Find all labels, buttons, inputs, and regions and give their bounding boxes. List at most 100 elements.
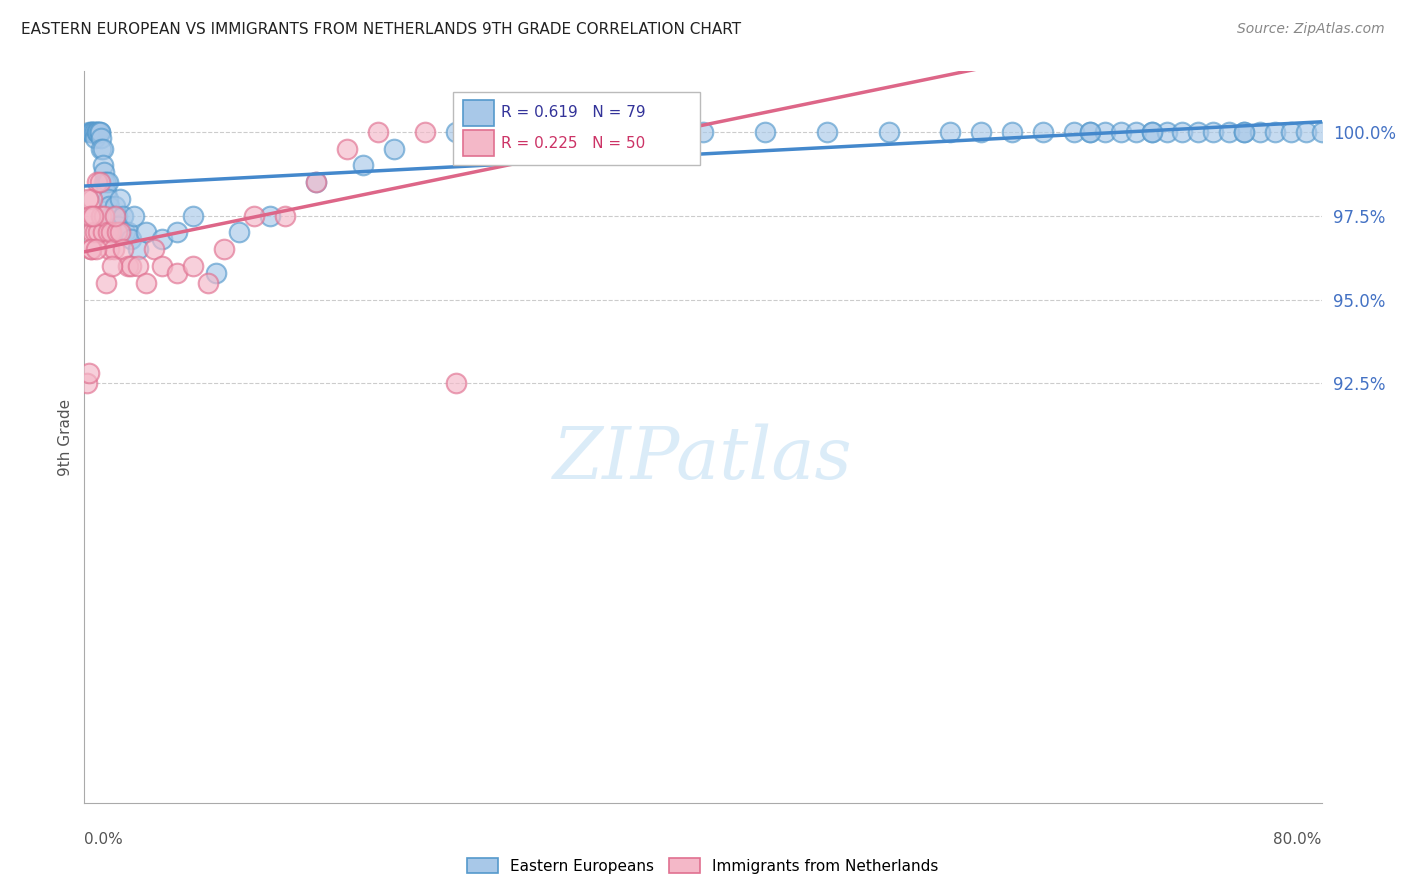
Point — [754, 125, 776, 139]
Point — [1094, 125, 1116, 139]
Point — [82, 226, 104, 240]
Point — [100, 209, 122, 223]
Point — [127, 242, 149, 256]
Point — [1140, 125, 1163, 139]
Point — [84, 125, 107, 139]
Text: 80.0%: 80.0% — [1274, 832, 1322, 847]
Point — [939, 125, 962, 139]
Point — [82, 192, 104, 206]
Point — [87, 125, 110, 139]
Point — [104, 198, 127, 212]
Point — [82, 209, 104, 223]
Point — [166, 266, 188, 280]
Point — [87, 226, 110, 240]
Point — [93, 209, 115, 223]
Point — [108, 192, 131, 206]
Point — [1125, 125, 1147, 139]
Point — [143, 242, 166, 256]
Point — [444, 376, 467, 391]
Point — [1032, 125, 1054, 139]
Point — [117, 226, 139, 240]
Point — [460, 131, 482, 145]
Point — [89, 125, 111, 139]
Point — [970, 125, 993, 139]
Point — [692, 125, 714, 139]
Point — [1109, 125, 1132, 139]
Text: R = 0.619   N = 79: R = 0.619 N = 79 — [501, 105, 645, 120]
Point — [84, 131, 107, 145]
Point — [84, 242, 107, 256]
Point — [599, 125, 621, 139]
Point — [79, 242, 101, 256]
Point — [553, 125, 575, 139]
Point — [228, 226, 250, 240]
Point — [1295, 125, 1317, 139]
Point — [259, 209, 281, 223]
Point — [243, 209, 266, 223]
Point — [367, 125, 389, 139]
Point — [77, 192, 100, 206]
Point — [382, 142, 405, 156]
Point — [93, 175, 115, 189]
Point — [83, 125, 105, 139]
Point — [103, 242, 125, 256]
Point — [1156, 125, 1178, 139]
Point — [96, 192, 118, 206]
Point — [101, 226, 124, 240]
Point — [105, 209, 128, 223]
Point — [274, 209, 297, 223]
Point — [104, 209, 127, 223]
Point — [107, 219, 129, 233]
Point — [98, 242, 121, 256]
Point — [112, 242, 135, 256]
Text: Source: ZipAtlas.com: Source: ZipAtlas.com — [1237, 22, 1385, 37]
Point — [815, 125, 838, 139]
Point — [205, 266, 228, 280]
Point — [94, 276, 117, 290]
Point — [568, 125, 591, 139]
Point — [105, 226, 128, 240]
Point — [76, 376, 98, 391]
Point — [1001, 125, 1024, 139]
Text: 0.0%: 0.0% — [84, 832, 124, 847]
Point — [110, 226, 132, 240]
Point — [506, 125, 529, 139]
Point — [135, 276, 157, 290]
Text: R = 0.225   N = 50: R = 0.225 N = 50 — [501, 136, 645, 151]
Point — [1171, 125, 1194, 139]
Point — [101, 259, 124, 273]
Point — [90, 131, 112, 145]
Point — [630, 125, 652, 139]
Point — [444, 125, 467, 139]
Point — [86, 125, 108, 139]
Point — [1249, 125, 1271, 139]
Point — [77, 367, 100, 381]
Point — [90, 209, 112, 223]
Point — [83, 209, 105, 223]
Point — [181, 259, 204, 273]
Point — [89, 175, 111, 189]
Point — [86, 175, 108, 189]
Point — [93, 165, 115, 179]
Point — [336, 142, 359, 156]
Point — [120, 259, 142, 273]
Point — [86, 125, 108, 139]
Point — [1233, 125, 1256, 139]
Text: EASTERN EUROPEAN VS IMMIGRANTS FROM NETHERLANDS 9TH GRADE CORRELATION CHART: EASTERN EUROPEAN VS IMMIGRANTS FROM NETH… — [21, 22, 741, 37]
Point — [150, 259, 173, 273]
Point — [122, 209, 145, 223]
Point — [117, 259, 139, 273]
Point — [91, 226, 114, 240]
Point — [1202, 125, 1225, 139]
Point — [114, 226, 136, 240]
Point — [77, 125, 100, 139]
Point — [212, 242, 235, 256]
Point — [90, 142, 112, 156]
Point — [1310, 125, 1333, 139]
Point — [108, 226, 131, 240]
Point — [103, 209, 125, 223]
Point — [91, 158, 114, 172]
Point — [305, 175, 328, 189]
Point — [80, 242, 103, 256]
Point — [94, 175, 117, 189]
